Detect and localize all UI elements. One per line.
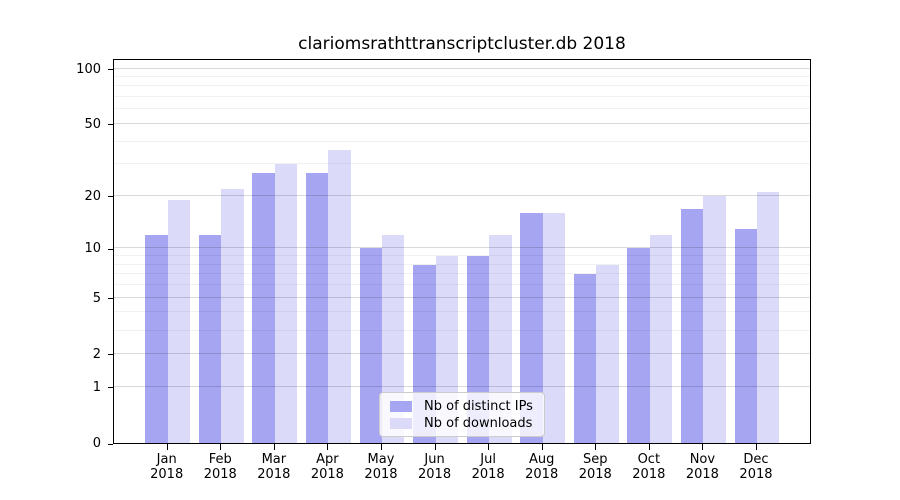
y-tick-label: 10	[84, 241, 101, 257]
major-gridline	[114, 194, 810, 196]
x-tick-label: Dec 2018	[739, 452, 773, 482]
x-tick-label: Jun 2018	[418, 452, 452, 482]
bar-downloads-sep	[596, 264, 619, 443]
x-tick-label: Aug 2018	[525, 452, 559, 482]
y-tick-label: 2	[92, 346, 101, 362]
legend: Nb of distinct IPs Nb of downloads	[379, 392, 545, 437]
x-tick-label: Apr 2018	[310, 452, 344, 482]
y-tick-label: 20	[84, 188, 101, 204]
chart-title: clariomsrathttranscriptcluster.db 2018	[298, 34, 626, 54]
y-tick-label: 100	[76, 61, 101, 77]
y-tick-label: 0	[92, 436, 101, 451]
x-tick	[702, 444, 704, 450]
y-tick	[108, 298, 113, 300]
major-gridline	[114, 385, 810, 387]
bar-distinct-ips-mar	[252, 172, 275, 443]
x-tick-label: Jan 2018	[150, 452, 184, 482]
major-gridline	[114, 67, 810, 69]
minor-gridline	[114, 76, 810, 77]
y-tick	[108, 354, 113, 356]
bar-distinct-ips-feb	[198, 234, 222, 443]
x-tick	[434, 444, 436, 450]
legend-label-distinct-ips: Nb of distinct IPs	[424, 399, 533, 414]
x-tick-label: May 2018	[364, 452, 398, 482]
bar-distinct-ips-oct	[627, 248, 650, 443]
bar-downloads-may	[381, 234, 405, 443]
minor-gridline	[114, 163, 810, 165]
x-tick-label: Nov 2018	[685, 452, 719, 482]
bar-downloads-jul	[489, 234, 512, 443]
x-tick	[755, 444, 757, 450]
minor-gridline	[114, 273, 810, 275]
legend-swatch-distinct-ips-icon	[390, 401, 412, 412]
legend-label-downloads: Nb of downloads	[424, 416, 533, 431]
y-tick-label: 50	[84, 116, 101, 132]
legend-item-distinct-ips: Nb of distinct IPs	[390, 399, 534, 414]
plot-area	[113, 59, 811, 444]
x-tick-label: Jul 2018	[471, 452, 505, 482]
bar-distinct-ips-apr	[306, 172, 329, 443]
bar-downloads-nov	[703, 195, 726, 443]
x-tick	[327, 444, 329, 450]
bar-distinct-ips-jan	[145, 234, 168, 443]
x-tick	[595, 444, 597, 450]
minor-gridline	[114, 263, 810, 265]
y-tick	[108, 69, 113, 70]
bar-downloads-aug	[542, 213, 566, 443]
bar-distinct-ips-may	[359, 248, 382, 443]
x-tick-label: Oct 2018	[632, 452, 666, 482]
bar-distinct-ips-nov	[681, 208, 704, 443]
bar-downloads-dec	[756, 192, 780, 443]
major-gridline	[114, 122, 810, 124]
minor-gridline	[114, 255, 810, 257]
x-tick	[220, 444, 222, 450]
minor-gridline	[114, 85, 810, 87]
major-gridline	[114, 296, 810, 298]
x-tick	[541, 444, 543, 450]
x-tick	[166, 444, 168, 450]
bar-distinct-ips-sep	[573, 274, 597, 443]
bar-downloads-jan	[167, 199, 191, 443]
y-tick	[108, 196, 113, 198]
y-tick	[108, 387, 113, 389]
x-tick	[273, 444, 275, 450]
major-gridline	[114, 247, 810, 249]
minor-gridline	[114, 311, 810, 313]
bar-distinct-ips-aug	[520, 213, 543, 443]
legend-swatch-downloads-icon	[390, 418, 412, 429]
bar-downloads-mar	[274, 164, 298, 443]
x-tick	[648, 444, 650, 450]
minor-gridline	[114, 108, 810, 110]
minor-gridline	[114, 329, 810, 331]
legend-item-downloads: Nb of downloads	[390, 416, 534, 431]
y-tick-label: 5	[92, 290, 101, 306]
y-tick	[108, 124, 113, 126]
minor-gridline	[114, 284, 810, 286]
x-tick	[488, 444, 490, 450]
x-tick	[380, 444, 382, 450]
minor-gridline	[114, 96, 810, 98]
x-tick-label: Sep 2018	[578, 452, 612, 482]
minor-gridline	[114, 140, 810, 142]
bar-downloads-feb	[221, 188, 244, 443]
bar-distinct-ips-dec	[734, 228, 757, 443]
y-tick	[108, 443, 113, 445]
y-tick	[108, 248, 113, 250]
y-tick-label: 1	[92, 379, 101, 395]
major-gridline	[114, 352, 810, 354]
bar-downloads-apr	[328, 150, 351, 443]
x-tick-label: Mar 2018	[257, 452, 291, 482]
x-tick-label: Feb 2018	[203, 452, 237, 482]
bar-downloads-oct	[649, 234, 673, 443]
